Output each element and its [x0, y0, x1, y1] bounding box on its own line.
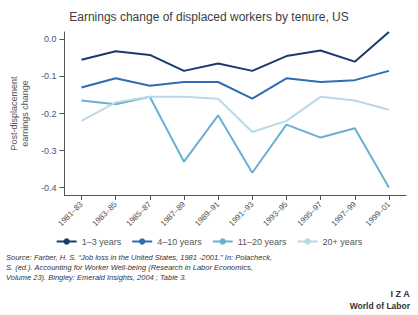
svg-text:1989–91: 1989–91 [193, 199, 222, 228]
svg-text:-0.4: -0.4 [41, 183, 57, 193]
svg-text:-0.3: -0.3 [41, 146, 57, 156]
svg-text:4–10 years: 4–10 years [157, 237, 202, 247]
svg-text:1997–99: 1997–99 [330, 199, 359, 228]
svg-text:Source: Farber, H. S. “Job los: Source: Farber, H. S. “Job loss in the U… [6, 253, 272, 262]
svg-text:11–20 years: 11–20 years [238, 237, 287, 247]
svg-text:1995–97: 1995–97 [295, 199, 324, 228]
svg-text:1983–85: 1983–85 [90, 199, 119, 228]
svg-text:1987–89: 1987–89 [159, 199, 188, 228]
svg-text:20+ years: 20+ years [323, 237, 363, 247]
svg-text:1991–93: 1991–93 [227, 199, 256, 228]
svg-text:0.0: 0.0 [44, 34, 57, 44]
svg-text:1–3 years: 1–3 years [82, 237, 122, 247]
svg-text:S. (ed.). Accounting for Worke: S. (ed.). Accounting for Worker Well-bei… [6, 263, 253, 272]
svg-text:Post-displacement: Post-displacement [9, 76, 19, 151]
svg-text:Earnings change of displaced w: Earnings change of displaced workers by … [69, 10, 349, 24]
svg-text:-0.2: -0.2 [41, 109, 57, 119]
svg-text:World of Labor: World of Labor [350, 301, 411, 311]
svg-text:-0.1: -0.1 [41, 71, 57, 81]
svg-text:1985–87: 1985–87 [125, 199, 154, 228]
svg-text:1999–01: 1999–01 [364, 199, 393, 228]
svg-text:I Z A: I Z A [391, 289, 411, 299]
svg-text:1981–83: 1981–83 [56, 199, 85, 228]
svg-text:earnings change: earnings change [20, 80, 30, 147]
svg-text:1993–95: 1993–95 [261, 199, 290, 228]
svg-text:Volume 23). Bingley: Emerald I: Volume 23). Bingley: Emerald Insights, 2… [6, 273, 186, 282]
